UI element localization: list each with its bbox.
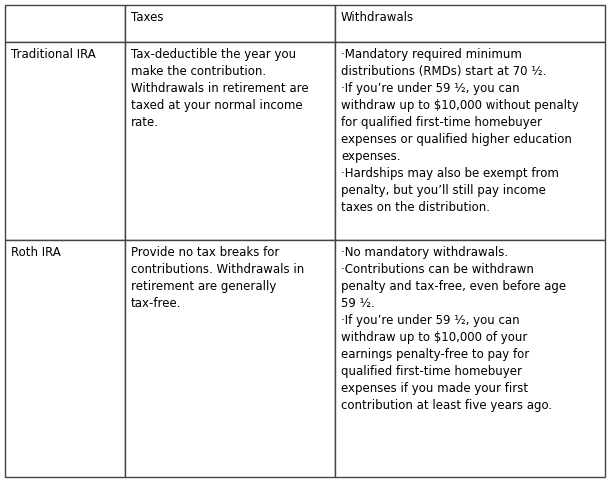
Bar xyxy=(5,240,125,477)
Bar xyxy=(125,240,335,477)
Text: Provide no tax breaks for
contributions. Withdrawals in
retirement are generally: Provide no tax breaks for contributions.… xyxy=(131,246,305,310)
Text: Withdrawals: Withdrawals xyxy=(341,11,414,24)
Text: ·Mandatory required minimum
distributions (RMDs) start at 70 ½.
·If you’re under: ·Mandatory required minimum distribution… xyxy=(341,48,579,214)
Text: Taxes: Taxes xyxy=(131,11,163,24)
Bar xyxy=(125,5,335,42)
Bar xyxy=(5,42,125,240)
Bar xyxy=(335,5,605,42)
Bar xyxy=(5,5,125,42)
Text: Roth IRA: Roth IRA xyxy=(11,246,61,259)
Text: Traditional IRA: Traditional IRA xyxy=(11,48,96,61)
Bar xyxy=(125,42,335,240)
Text: Tax-deductible the year you
make the contribution.
Withdrawals in retirement are: Tax-deductible the year you make the con… xyxy=(131,48,309,129)
Text: ·No mandatory withdrawals.
·Contributions can be withdrawn
penalty and tax-free,: ·No mandatory withdrawals. ·Contribution… xyxy=(341,246,566,412)
Bar xyxy=(335,42,605,240)
Bar xyxy=(335,240,605,477)
